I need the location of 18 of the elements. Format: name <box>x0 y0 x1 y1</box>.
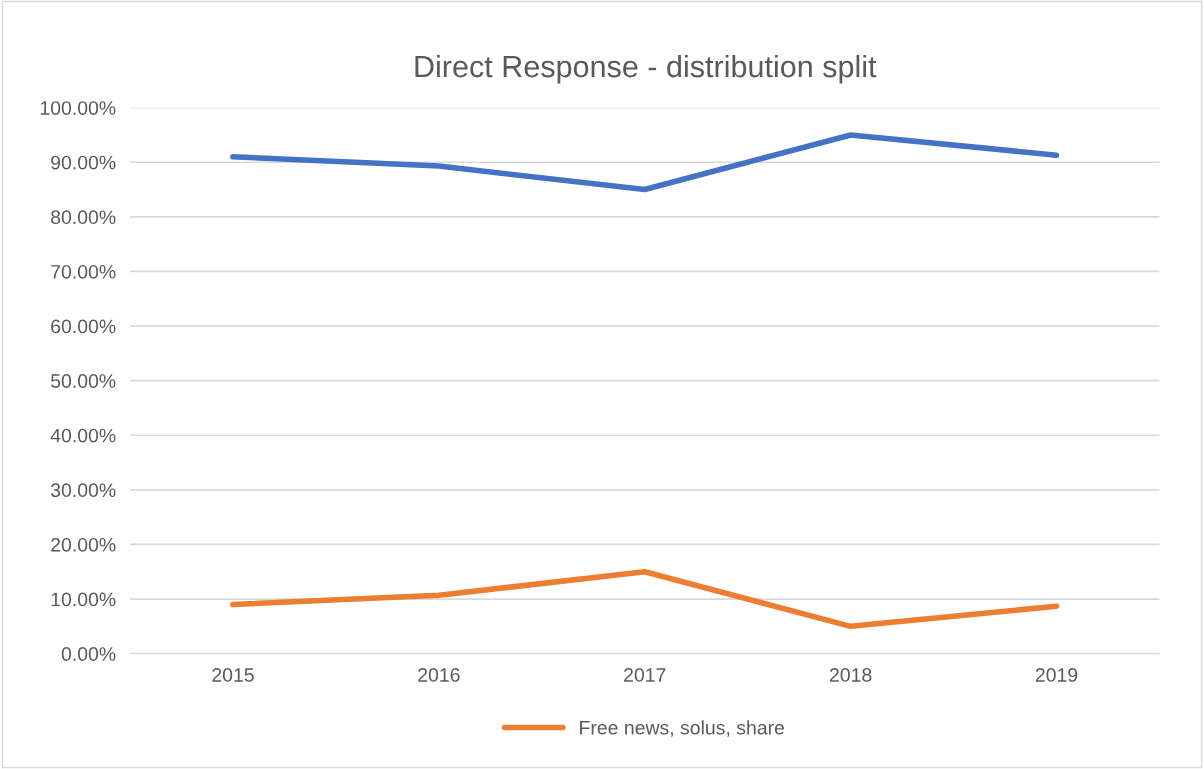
y-tick-label: 0.00% <box>61 647 116 661</box>
y-tick-label: 50.00% <box>50 374 116 388</box>
y-tick-label: 20.00% <box>51 537 116 552</box>
x-tick-label: 2016 <box>418 668 460 682</box>
chart-title: Direct Response - distribution split <box>415 54 877 84</box>
x-tick-label: 2015 <box>212 668 254 682</box>
y-tick-label: 80.00% <box>51 210 116 225</box>
x-tick-label: 2019 <box>1035 668 1078 682</box>
y-tick-label: 90.00% <box>51 155 116 170</box>
y-tick-label: 70.00% <box>51 264 116 279</box>
x-tick-label: 2017 <box>624 668 666 682</box>
y-tick-label: 10.00% <box>51 592 116 607</box>
y-tick-label: 30.00% <box>50 483 116 498</box>
y-tick-label: 40.00% <box>50 428 116 443</box>
legend-label: Free news, solus, share <box>580 720 785 737</box>
x-tick-label: 2018 <box>829 668 872 682</box>
y-tick-label: 100.00% <box>40 101 116 115</box>
y-tick-label: 60.00% <box>51 319 116 334</box>
